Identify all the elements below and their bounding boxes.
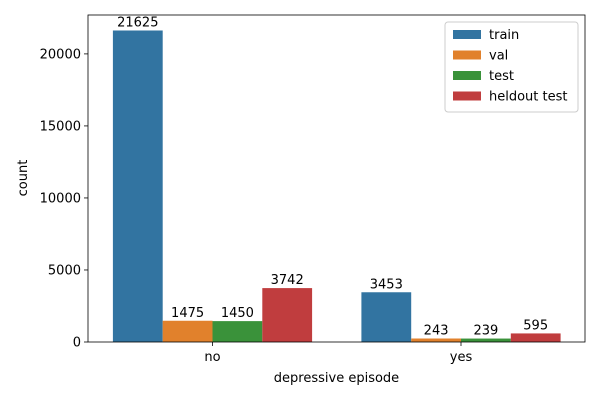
x-axis-label: depressive episode xyxy=(274,371,399,386)
bar-test-yes xyxy=(461,338,511,342)
y-tick-label: 0 xyxy=(73,336,81,351)
bars-group xyxy=(112,30,561,342)
legend: train val test heldout test xyxy=(444,21,579,113)
legend-swatch-heldout-test xyxy=(453,91,481,101)
data-label-train-yes: 3453 xyxy=(370,277,403,292)
data-label-heldout-test-no: 3742 xyxy=(271,273,304,288)
legend-label-val: val xyxy=(489,49,508,64)
x-tick-label-yes: yes xyxy=(450,350,473,365)
legend-swatch-val xyxy=(453,50,481,60)
x-tick-label-no: no xyxy=(204,350,220,365)
data-label-test-no: 1450 xyxy=(221,306,254,321)
legend-swatch-test xyxy=(453,71,481,80)
data-label-val-yes: 243 xyxy=(424,323,449,338)
y-ticks-group: 0 5000 10000 15000 20000 xyxy=(40,47,88,351)
legend-label-train: train xyxy=(489,28,519,43)
legend-swatch-train xyxy=(453,30,481,39)
legend-label-heldout-test: heldout test xyxy=(489,90,568,105)
data-label-test-yes: 239 xyxy=(473,324,498,339)
data-label-val-no: 1475 xyxy=(171,306,204,321)
y-tick-label: 5000 xyxy=(48,263,81,278)
y-tick-label: 15000 xyxy=(40,119,81,134)
plot-frame xyxy=(87,14,586,343)
axes-group xyxy=(87,14,586,343)
x-ticks-group: no yes xyxy=(204,342,472,365)
bar-val-no xyxy=(162,320,213,342)
data-labels-group: 21625 1475 1450 3742 3453 243 239 595 xyxy=(117,15,548,338)
y-tick-label: 20000 xyxy=(40,47,81,62)
bar-val-yes xyxy=(411,338,461,342)
bar-train-no xyxy=(112,30,163,342)
y-tick-label: 10000 xyxy=(40,191,81,206)
bar-heldout-test-yes xyxy=(510,333,561,342)
bar-train-yes xyxy=(361,292,412,342)
y-axis-label: count xyxy=(16,160,31,197)
data-label-heldout-test-yes: 595 xyxy=(523,318,548,333)
legend-box xyxy=(444,21,579,113)
bar-heldout-test-no xyxy=(262,288,313,342)
legend-label-test: test xyxy=(489,69,514,84)
data-label-train-no: 21625 xyxy=(117,15,158,30)
bar-test-no xyxy=(212,321,263,342)
